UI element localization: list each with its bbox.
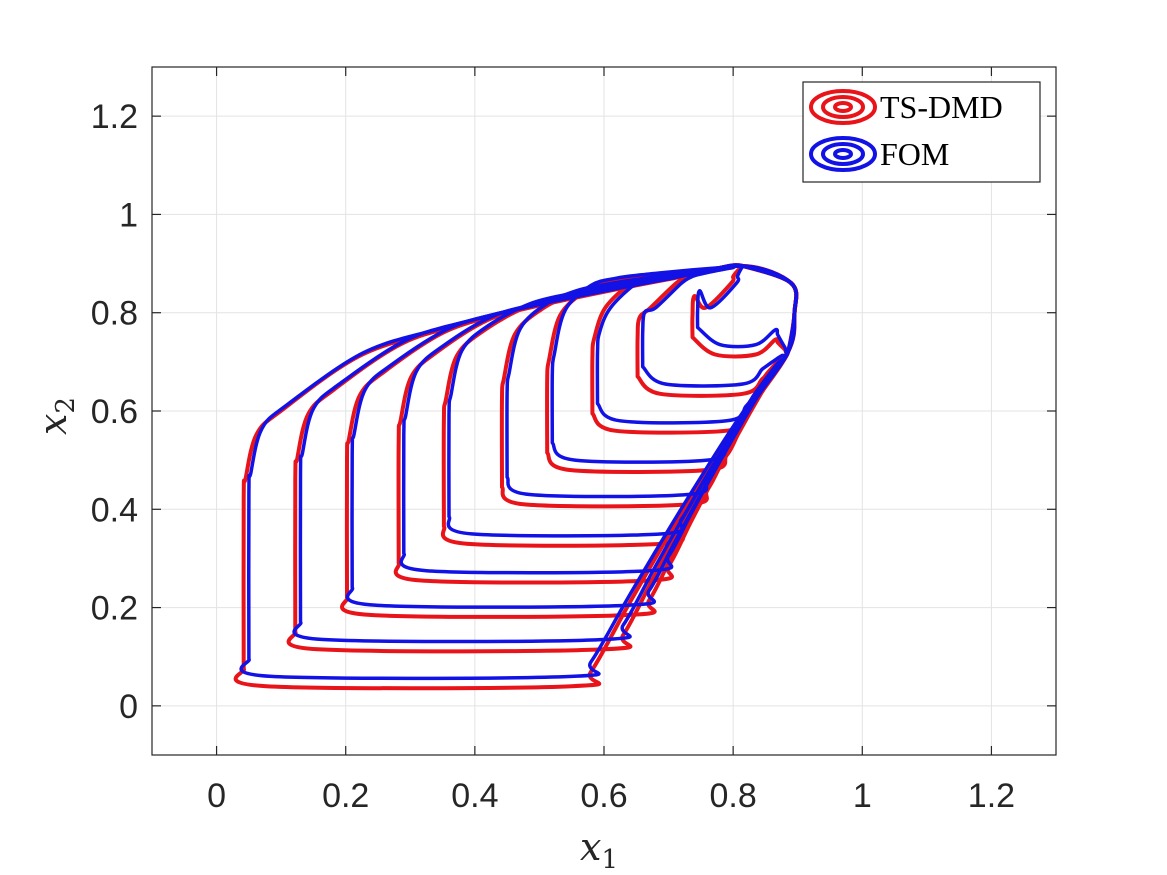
x-tick-label-1: 0.2 (322, 777, 369, 815)
legend-label-ts-dmd: TS-DMD (880, 89, 1003, 125)
legend-marker-ts-dmd (809, 89, 877, 125)
ts-dmd-trajectory-4 (440, 263, 799, 548)
x-tick-label-2: 0.4 (451, 777, 498, 815)
legend-label-fom: FOM (880, 136, 949, 172)
y-tick-label-0: 0 (119, 688, 138, 726)
y-tick-label-4: 0.8 (91, 295, 138, 333)
x-axis-label: x1 (580, 825, 618, 875)
y-tick-label-3: 0.6 (91, 393, 138, 431)
y-tick-label-5: 1 (119, 196, 138, 234)
legend: TS-DMD FOM (802, 81, 1041, 183)
y-tick-label-6: 1.2 (91, 98, 138, 136)
y-tick-label-1: 0.2 (91, 590, 138, 628)
y-axis-label: x2 (31, 397, 81, 435)
x-tick-label-5: 1 (853, 777, 872, 815)
legend-marker-fom (809, 136, 877, 172)
y-tick-labels: 0 0.2 0.4 0.6 0.8 1 1.2 (91, 98, 138, 726)
x-tick-label-3: 0.6 (580, 777, 627, 815)
trajectory-curves (233, 263, 799, 691)
x-tick-label-4: 0.8 (710, 777, 757, 815)
fom-trajectory-9 (695, 263, 799, 356)
x-tick-labels: 0 0.2 0.4 0.6 0.8 1 1.2 (207, 777, 1015, 815)
x-tick-label-0: 0 (207, 777, 226, 815)
y-tick-label-2: 0.4 (91, 491, 138, 529)
axis-ticks (152, 67, 1056, 755)
x-tick-label-6: 1.2 (968, 777, 1015, 815)
